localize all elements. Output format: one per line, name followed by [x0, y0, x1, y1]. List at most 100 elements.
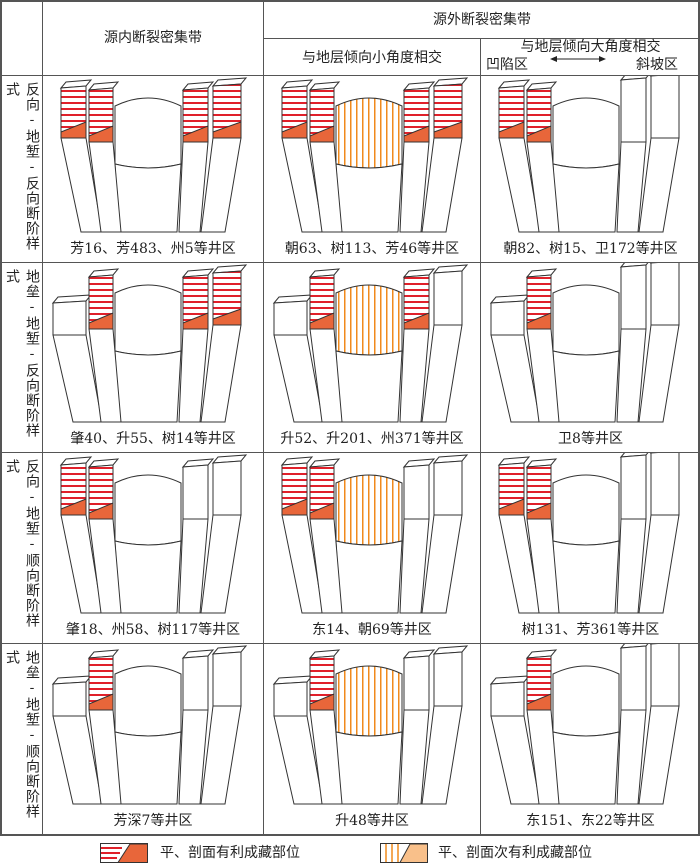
well-area-label: 东151、东22等井区 — [526, 813, 655, 829]
fault-block — [620, 77, 647, 143]
well-area-label: 树131、芳361等井区 — [521, 622, 660, 638]
block-diagram — [497, 453, 680, 614]
graben-block — [335, 284, 403, 356]
header-col3: 与地层倾向大角度相交 — [520, 39, 661, 55]
row-label: 反向-地堑-反向断阶样式 — [4, 82, 40, 251]
fault-block — [182, 464, 209, 520]
favorable-zone — [309, 312, 335, 330]
favorable-zone — [309, 693, 335, 711]
block-diagram — [59, 454, 248, 614]
favorable-zone — [433, 121, 463, 139]
favorable-zone — [60, 498, 87, 516]
diagram-cell: 芳16、芳483、州5等井区 — [43, 76, 263, 262]
graben-lower — [335, 540, 403, 614]
legend-label-subfavorable: 平、剖面次有利成藏部位 — [438, 845, 592, 861]
favorable-zone — [88, 502, 114, 520]
divider — [263, 0, 264, 836]
favorable-zone — [212, 121, 242, 139]
diagram-cell: 朝82、树15、卫172等井区 — [481, 76, 700, 262]
fault-block — [490, 300, 525, 336]
well-area-label: 肇40、升55、树14等井区 — [70, 431, 236, 447]
fault-block — [273, 300, 308, 336]
well-area-label: 升52、升201、州371等井区 — [280, 431, 464, 447]
diagram-cell: 卫8等井区 — [481, 263, 700, 452]
well-area-label: 芳深7等井区 — [113, 813, 193, 829]
header-col3-right: 斜坡区 — [636, 57, 678, 73]
graben-lower — [552, 540, 620, 614]
diagram-cell: 东14、朝69等井区 — [264, 453, 480, 643]
graben-lower — [114, 540, 182, 614]
well-area-label: 升48等井区 — [335, 813, 409, 829]
diagram-cell: 东151、东22等井区 — [481, 644, 700, 834]
fault-block — [52, 300, 87, 336]
graben-block — [114, 665, 182, 737]
fault-block — [650, 76, 680, 139]
fault-block — [273, 681, 308, 717]
graben-block — [114, 474, 182, 546]
favorable-zone — [403, 312, 430, 330]
favorable-zone — [60, 121, 87, 139]
fault-block — [620, 645, 647, 711]
divider — [263, 38, 700, 39]
favorable-zone — [88, 125, 114, 143]
favorable-zone — [526, 312, 552, 330]
legend-swatch-subfavorable — [380, 843, 428, 863]
diagram-cell: 芳深7等井区 — [43, 644, 263, 834]
border-left — [0, 0, 2, 836]
favorable-zone — [182, 312, 209, 330]
fault-block — [52, 681, 87, 717]
header-col2: 与地层倾向小角度相交 — [302, 50, 442, 66]
divider — [0, 452, 700, 453]
row-label: 反向-地堑-顺向断阶样式 — [4, 459, 40, 628]
favorable-zone — [182, 125, 209, 143]
border-top — [0, 0, 700, 2]
block-diagram — [272, 264, 469, 423]
graben-lower — [114, 350, 182, 423]
legend-label-favorable: 平、剖面有利成藏部位 — [160, 845, 300, 861]
fault-block — [433, 460, 463, 516]
graben-lower — [335, 350, 403, 423]
fault-block — [620, 454, 647, 520]
fault-block — [650, 263, 680, 326]
divider — [0, 75, 700, 76]
favorable-zone — [88, 693, 114, 711]
legend-swatch-favorable — [100, 843, 148, 863]
well-area-label: 卫8等井区 — [558, 431, 623, 447]
well-area-label: 朝63、树113、芳46等井区 — [284, 241, 460, 257]
well-area-label: 肇18、州58、树117等井区 — [65, 622, 241, 638]
favorable-zone — [403, 125, 430, 143]
diagram-cell: 肇40、升55、树14等井区 — [43, 263, 263, 452]
header-outer: 源外断裂密集带 — [433, 12, 531, 28]
fault-block — [433, 270, 463, 326]
favorable-zone — [212, 308, 242, 326]
block-diagram — [497, 76, 680, 233]
block-diagram — [280, 77, 469, 233]
fault-block — [182, 655, 209, 711]
graben-block — [552, 474, 620, 546]
block-diagram — [280, 454, 469, 614]
fault-block — [403, 655, 430, 711]
fault-block — [212, 460, 242, 516]
fault-block — [650, 644, 680, 707]
favorable-zone — [526, 125, 552, 143]
graben-lower — [114, 731, 182, 805]
block-diagram — [51, 645, 248, 805]
graben-block — [114, 284, 182, 356]
diagram-cell: 树131、芳361等井区 — [481, 453, 700, 643]
graben-lower — [552, 731, 620, 805]
graben-lower — [335, 731, 403, 805]
fault-block — [650, 453, 680, 516]
border-right — [698, 0, 700, 836]
favorable-zone — [526, 693, 552, 711]
block-diagram — [489, 644, 680, 805]
diagram-cell: 肇18、州58、树117等井区 — [43, 453, 263, 643]
block-diagram — [59, 77, 248, 233]
well-area-label: 东14、朝69等井区 — [312, 622, 432, 638]
header-col3-left: 凹陷区 — [486, 57, 528, 73]
favorable-zone — [88, 312, 114, 330]
favorable-zone — [309, 502, 335, 520]
well-area-label: 朝82、树15、卫172等井区 — [503, 241, 678, 257]
graben-block — [335, 474, 403, 546]
graben-lower — [552, 350, 620, 423]
